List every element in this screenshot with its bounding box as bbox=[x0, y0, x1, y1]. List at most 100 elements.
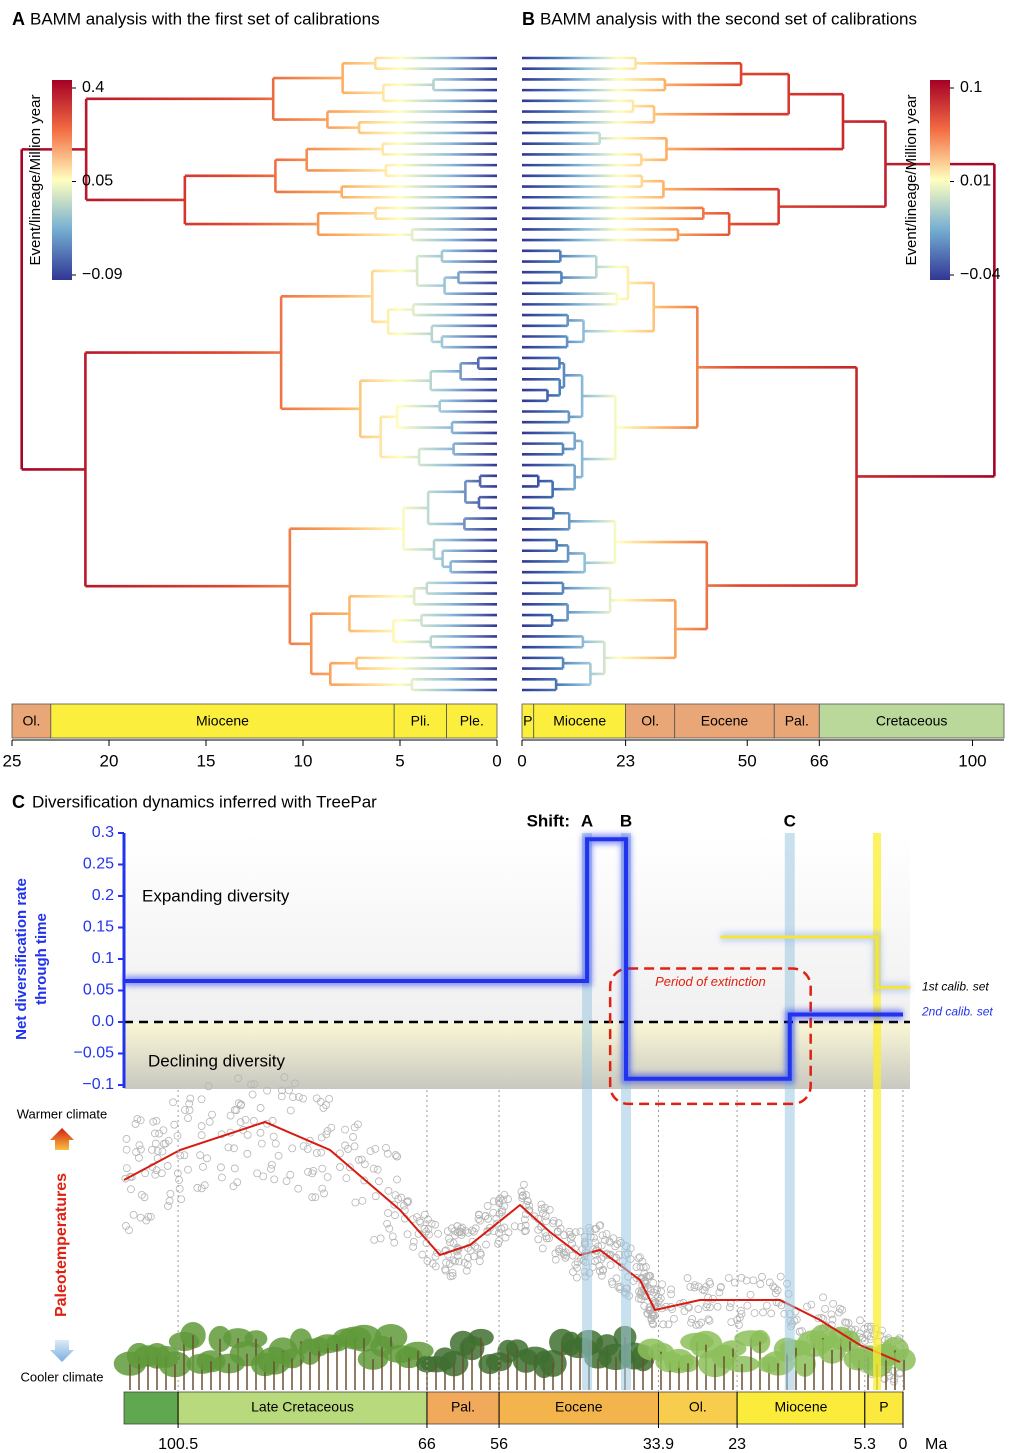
temperature-point bbox=[249, 1091, 256, 1098]
temperature-point bbox=[573, 1274, 580, 1281]
x-tick-label: 20 bbox=[100, 751, 119, 770]
temperature-point bbox=[326, 1095, 333, 1102]
temperature-point bbox=[186, 1100, 193, 1107]
y-axis-title: through time bbox=[33, 913, 50, 1005]
temperature-point bbox=[535, 1236, 542, 1243]
period-label: Eocene bbox=[701, 713, 749, 729]
temperature-point bbox=[275, 1152, 282, 1159]
colorbar-tick-label: 0.05 bbox=[82, 173, 113, 190]
colorbar-tick-label: 0.4 bbox=[82, 79, 104, 96]
temperature-point bbox=[176, 1185, 183, 1192]
temperature-point bbox=[714, 1303, 721, 1310]
temperature-point bbox=[856, 1317, 863, 1324]
x-tick-label: 66 bbox=[810, 751, 829, 770]
period-label: Miocene bbox=[774, 1399, 827, 1415]
panel-title: BAMM analysis with the first set of cali… bbox=[30, 9, 380, 28]
temperature-point bbox=[377, 1235, 384, 1242]
temperature-point bbox=[660, 1321, 667, 1328]
temperature-point bbox=[217, 1164, 224, 1171]
temperature-point bbox=[271, 1176, 278, 1183]
temperature-point bbox=[758, 1273, 765, 1280]
temperature-point bbox=[152, 1171, 159, 1178]
x-tick-label: 33.9 bbox=[643, 1436, 674, 1453]
period-label: Ple. bbox=[460, 713, 484, 729]
period-label: Ol. bbox=[689, 1399, 707, 1415]
temperature-point bbox=[804, 1303, 811, 1310]
period-label: Pal. bbox=[785, 713, 809, 729]
panel-label: C bbox=[12, 792, 25, 812]
temperature-point bbox=[419, 1251, 426, 1258]
panel-label: B bbox=[522, 9, 535, 29]
y-tick-label: −0.05 bbox=[74, 1045, 115, 1062]
temperature-point bbox=[254, 1170, 261, 1177]
temperature-point bbox=[209, 1111, 216, 1118]
temperature-point bbox=[199, 1163, 206, 1170]
temperature-point bbox=[391, 1239, 398, 1246]
temperature-point bbox=[667, 1286, 674, 1293]
temperature-point bbox=[184, 1166, 191, 1173]
temperature-point bbox=[410, 1243, 417, 1250]
temperature-point bbox=[633, 1264, 640, 1271]
temperature-point bbox=[476, 1258, 483, 1265]
temperature-point bbox=[132, 1120, 139, 1127]
y-tick-label: 0.3 bbox=[92, 824, 114, 841]
colorbar bbox=[930, 80, 950, 280]
x-tick-label: 100 bbox=[958, 751, 986, 770]
period-label: Eocene bbox=[555, 1399, 603, 1415]
period-label: Miocene bbox=[196, 713, 249, 729]
climate-bottom: Cooler climate bbox=[20, 1369, 103, 1384]
temperature-point bbox=[152, 1140, 159, 1147]
temperature-point bbox=[158, 1170, 165, 1177]
temperature-point bbox=[763, 1302, 770, 1309]
temperature-point bbox=[186, 1107, 193, 1114]
extinction-label: Period of extinction bbox=[655, 974, 766, 989]
temperature-point bbox=[313, 1150, 320, 1157]
y-tick-label: 0.2 bbox=[92, 887, 114, 904]
temperature-point bbox=[127, 1186, 134, 1193]
panel-label: A bbox=[12, 9, 25, 29]
phylogeny bbox=[522, 58, 994, 690]
temperature-point bbox=[726, 1304, 733, 1311]
temperature-point bbox=[295, 1185, 302, 1192]
temperature-point bbox=[389, 1233, 396, 1240]
x-tick-label: 25 bbox=[3, 751, 22, 770]
x-tick-label: 56 bbox=[490, 1436, 508, 1453]
shift-band bbox=[785, 833, 795, 1390]
temperature-point bbox=[178, 1196, 185, 1203]
colorbar-tick-label: 0.01 bbox=[960, 173, 991, 190]
temperature-point bbox=[710, 1295, 717, 1302]
temperature-point bbox=[257, 1104, 264, 1111]
temperature-point bbox=[394, 1176, 401, 1183]
temperature-point bbox=[392, 1152, 399, 1159]
temperature-point bbox=[768, 1310, 775, 1317]
temperature-point bbox=[198, 1096, 205, 1103]
y-tick-label: 0.25 bbox=[83, 856, 114, 873]
temperature-point bbox=[385, 1210, 392, 1217]
temperature-point bbox=[218, 1174, 225, 1181]
temperature-point bbox=[404, 1231, 411, 1238]
arrow-up bbox=[50, 1128, 74, 1150]
temperature-point bbox=[607, 1262, 614, 1269]
series-label: 1st calib. set bbox=[922, 980, 989, 994]
x-tick-label: 10 bbox=[294, 751, 313, 770]
shift-label: B bbox=[620, 811, 632, 830]
temperature-point bbox=[164, 1162, 171, 1169]
x-tick-label: 23 bbox=[616, 751, 635, 770]
temperature-point bbox=[272, 1140, 279, 1147]
period-label: Ol. bbox=[641, 713, 659, 729]
x-tick-label: 5.3 bbox=[854, 1436, 876, 1453]
temperature-point bbox=[198, 1123, 205, 1130]
temperature-point bbox=[234, 1179, 241, 1186]
highlight-band bbox=[873, 833, 881, 1390]
region-label: Expanding diversity bbox=[142, 886, 290, 905]
temperature-point bbox=[319, 1165, 326, 1172]
temperature-point bbox=[374, 1166, 381, 1173]
temperature-point bbox=[321, 1190, 328, 1197]
period-label: Ol. bbox=[22, 713, 40, 729]
period-label: Pli. bbox=[411, 713, 430, 729]
temperature-point bbox=[287, 1171, 294, 1178]
temperature-point bbox=[181, 1152, 188, 1159]
temperature-point bbox=[136, 1142, 143, 1149]
temperature-point bbox=[171, 1121, 178, 1128]
x-tick-label: 0 bbox=[492, 751, 501, 770]
